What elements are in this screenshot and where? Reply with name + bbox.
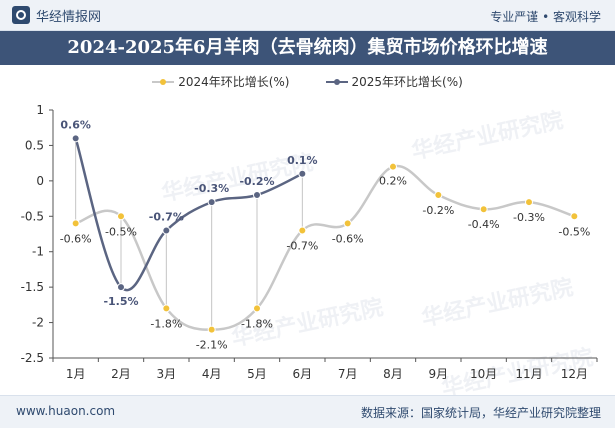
series-2025-data-label: 0.1% (287, 154, 318, 167)
y-tick-label: -1.5 (21, 280, 44, 294)
series-2024-point (570, 212, 579, 221)
series-2024-point (434, 191, 443, 200)
x-tick-label: 8月 (383, 367, 403, 381)
legend-label-2024: 2024年环比增长(%) (178, 75, 290, 89)
x-tick-label: 9月 (429, 367, 449, 381)
series-2024-data-label: -0.3% (513, 211, 545, 224)
series-2024-data-label: -0.5% (105, 225, 137, 238)
y-tick-label: 1 (36, 103, 44, 117)
y-tick-label: -0.5 (21, 209, 44, 223)
footer-url[interactable]: www.huaon.com (16, 404, 116, 418)
series-2024-point (253, 304, 261, 313)
chart-title: 2024-2025年6月羊肉（去骨统肉）集贸市场价格环比增速 (0, 31, 615, 65)
x-tick-label: 7月 (338, 367, 358, 381)
series-2024-point (479, 205, 488, 214)
legend-item-2024[interactable]: 2024年环比增长(%) (152, 73, 290, 90)
series-2025-point (162, 226, 171, 235)
series-2024-data-label: -1.8% (241, 317, 273, 330)
legend-swatch-2024-icon (152, 77, 175, 87)
series-2024-data-label: -0.4% (468, 218, 500, 231)
data-source: 数据来源：国家统计局，华经产业研究院整理 (360, 406, 601, 420)
x-tick-label: 1月 (66, 367, 86, 381)
series-2025-point (298, 169, 307, 178)
x-tick-label: 2月 (111, 367, 131, 381)
legend-swatch-2025-icon (325, 77, 348, 87)
series-2024-point (389, 162, 397, 171)
brand[interactable]: 华经情报网 (12, 6, 102, 25)
y-tick-label: -1 (32, 245, 44, 259)
x-tick-label: 4月 (202, 367, 222, 381)
x-tick-label: 11月 (515, 367, 542, 381)
y-tick-label: -2.5 (21, 351, 44, 365)
series-2025-point (117, 283, 125, 292)
series-2024-data-label: -2.1% (196, 339, 228, 352)
series-2024-data-label: -0.2% (422, 204, 454, 217)
series-2025-data-label: -0.2% (239, 175, 274, 188)
footer: www.huaon.com 数据来源：国家统计局，华经产业研究院整理 (0, 395, 615, 428)
y-tick-label: 0 (36, 174, 44, 188)
series-2024-point (298, 226, 307, 235)
x-tick-label: 6月 (293, 367, 313, 381)
line-chart: 1 0.5 0 -0.5 -1 -1.5 -2 -2.5 1月 2月 3月 4月 5月 6月 7月 8月 9月 1… (21, 103, 598, 381)
series-2025-data-label: 0.6% (60, 118, 91, 131)
series-2024-data-label: 0.2% (379, 175, 407, 188)
x-tick-label: 5月 (247, 367, 267, 381)
series-2024-point (71, 219, 80, 228)
series-2025-line (74, 137, 303, 292)
chart-legend: 2024年环比增长(%) 2025年环比增长(%) (0, 73, 615, 90)
series-2024-line (75, 164, 575, 331)
series-2024-data-label: -0.6% (60, 232, 92, 245)
brand-name: 华经情报网 (36, 9, 102, 25)
legend-label-2025: 2025年环比增长(%) (351, 75, 463, 89)
x-tick-label: 3月 (157, 367, 177, 381)
series-2024-data-label: -0.5% (558, 225, 590, 238)
series-2024-point (207, 325, 216, 334)
series-2025-data-label: -1.5% (103, 295, 138, 308)
brand-logo-icon (12, 6, 30, 24)
series-2024-point (162, 304, 171, 313)
series-2025-data-label: -0.3% (194, 182, 229, 195)
series-2024-point (525, 198, 533, 207)
series-2024-data-label: -1.8% (150, 317, 182, 330)
series-2024-data-label: -0.6% (332, 232, 364, 245)
x-tick-label: 10月 (470, 367, 497, 381)
series-2024-point (343, 219, 352, 228)
series-2025-point (253, 191, 261, 200)
legend-item-2025[interactable]: 2025年环比增长(%) (325, 73, 463, 90)
y-tick-label: 0.5 (25, 138, 44, 152)
series-2024-point (117, 212, 125, 221)
series-2025-point (207, 198, 216, 207)
top-bar: 华经情报网 专业严谨 • 客观科学 (0, 0, 615, 31)
series-2025-point (71, 134, 80, 143)
series-2024-data-label: -0.7% (286, 239, 318, 252)
tagline: 专业严谨 • 客观科学 (490, 10, 601, 24)
series-2025-data-label: -0.7% (149, 210, 184, 223)
x-tick-label: 12月 (561, 367, 588, 381)
y-tick-label: -2 (32, 316, 44, 330)
